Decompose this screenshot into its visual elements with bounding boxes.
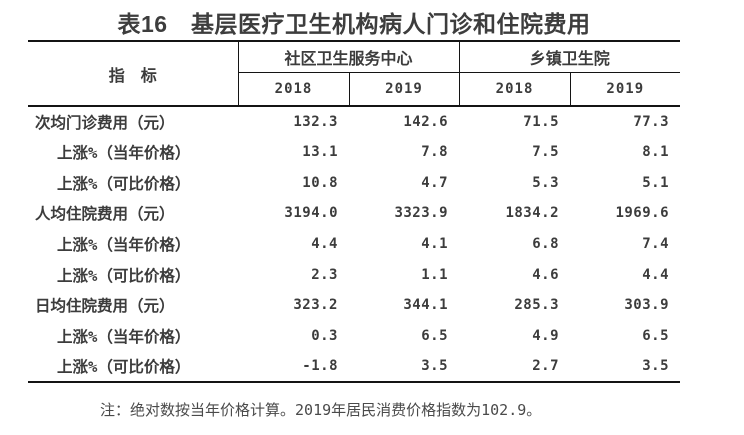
footnote: 注：绝对数按当年价格计算。2019年居民消费价格指数为102.9。 (100, 401, 542, 419)
cell-value: 285.3 (514, 297, 560, 314)
table-row: 上涨%（可比价格） -1.8 3.5 2.7 3.5 (28, 351, 680, 382)
cell-value: 1.1 (421, 266, 449, 283)
cell-value: 5.3 (532, 174, 560, 191)
table-title: 表16 基层医疗卫生机构病人门诊和住院费用 (117, 11, 591, 37)
row-label: 上涨%（可比价格） (57, 174, 191, 193)
row-label: 日均住院费用（元） (35, 297, 175, 316)
header-year-community-2018: 2018 (238, 72, 350, 107)
header-indicator: 指 标 (28, 41, 239, 107)
row-label: 上涨%（当年价格） (57, 143, 191, 162)
cell-value: 6.8 (532, 235, 560, 252)
cell-value: 3323.9 (394, 205, 449, 222)
row-label: 人均住院费用（元） (35, 205, 175, 224)
cell-value: 4.1 (421, 235, 449, 252)
cell-value: 13.1 (302, 143, 338, 160)
table-row: 上涨%（可比价格） 10.8 4.7 5.3 5.1 (28, 167, 680, 198)
table-row: 人均住院费用（元） 3194.0 3323.9 1834.2 1969.6 (28, 198, 680, 229)
cell-value: 2.7 (532, 358, 560, 375)
header-group-community-center: 社区卫生服务中心 (238, 41, 460, 73)
statistics-table: 指 标 社区卫生服务中心 乡镇卫生院 2018 2019 2018 2019 次… (28, 40, 681, 383)
table-row: 上涨%（当年价格） 13.1 7.8 7.5 8.1 (28, 137, 680, 168)
cell-value: 2.3 (311, 266, 338, 283)
cell-value: 8.1 (642, 143, 670, 160)
cell-value: 132.3 (293, 113, 338, 130)
cell-value: 4.7 (421, 174, 449, 191)
row-label: 次均门诊费用（元） (35, 113, 175, 132)
table-body: 次均门诊费用（元） 132.3 142.6 71.5 77.3 上涨%（当年价格… (28, 106, 680, 382)
cell-value: 71.5 (523, 113, 560, 130)
cell-value: 7.8 (421, 143, 449, 160)
cell-value: 7.4 (642, 235, 670, 252)
header-year-township-2019: 2019 (570, 72, 681, 107)
cell-value: 303.9 (624, 297, 670, 314)
cell-value: -1.8 (302, 358, 338, 375)
cell-value: 4.6 (532, 266, 560, 283)
cell-value: 5.1 (642, 174, 670, 191)
cell-value: 4.4 (642, 266, 670, 283)
cell-value: 1834.2 (505, 205, 560, 222)
table-row: 上涨%（当年价格） 0.3 6.5 4.9 6.5 (28, 321, 680, 352)
header-year-township-2018: 2018 (459, 72, 571, 107)
cell-value: 3.5 (421, 358, 449, 375)
cell-value: 142.6 (403, 113, 449, 130)
cell-value: 3.5 (642, 358, 670, 375)
header-group-township-clinic: 乡镇卫生院 (459, 41, 681, 73)
row-label: 上涨%（当年价格） (57, 235, 191, 254)
cell-value: 6.5 (642, 327, 670, 344)
header-year-community-2019: 2019 (349, 72, 460, 107)
table-row: 上涨%（当年价格） 4.4 4.1 6.8 7.4 (28, 229, 680, 260)
header-year-row: 2018 2019 2018 2019 (28, 72, 681, 107)
row-label: 上涨%（可比价格） (57, 266, 191, 285)
table-row: 次均门诊费用（元） 132.3 142.6 71.5 77.3 (28, 106, 680, 137)
cell-value: 4.4 (311, 235, 338, 252)
cell-value: 7.5 (532, 143, 560, 160)
table-header: 指 标 社区卫生服务中心 乡镇卫生院 2018 2019 2018 2019 (28, 41, 681, 107)
cell-value: 4.9 (532, 327, 560, 344)
cell-value: 323.2 (293, 297, 338, 314)
cell-value: 1969.6 (615, 205, 670, 222)
table-row: 日均住院费用（元） 323.2 344.1 285.3 303.9 (28, 290, 680, 321)
cell-value: 6.5 (421, 327, 449, 344)
cell-value: 10.8 (302, 174, 338, 191)
row-label: 上涨%（当年价格） (57, 327, 191, 346)
header-group-row: 指 标 社区卫生服务中心 乡镇卫生院 (28, 41, 681, 107)
cell-value: 3194.0 (284, 205, 338, 222)
table-row: 上涨%（可比价格） 2.3 1.1 4.6 4.4 (28, 259, 680, 290)
row-label: 上涨%（可比价格） (57, 358, 191, 377)
cell-value: 0.3 (311, 327, 338, 344)
cell-value: 77.3 (633, 113, 670, 130)
cell-value: 344.1 (403, 297, 449, 314)
